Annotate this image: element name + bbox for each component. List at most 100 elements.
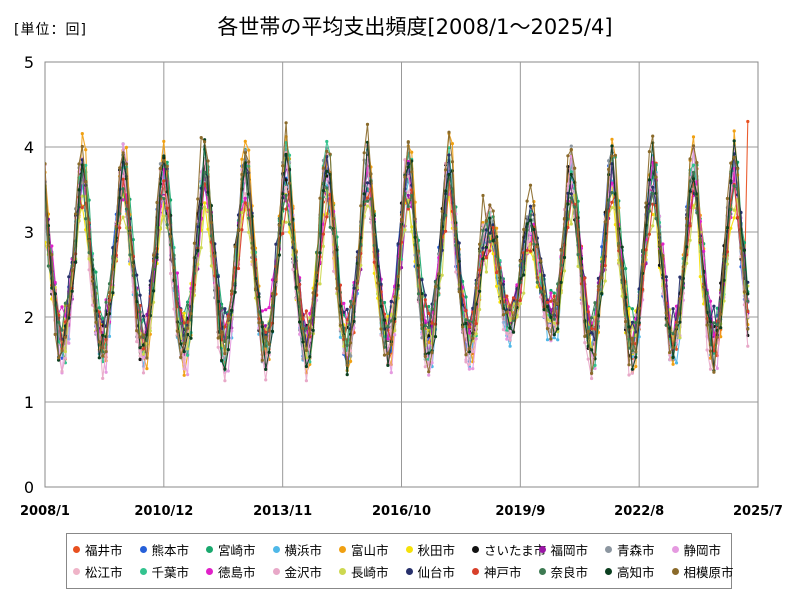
data-point xyxy=(447,130,451,134)
data-point xyxy=(325,186,329,190)
legend-label: 熊本市 xyxy=(151,543,190,558)
data-point xyxy=(131,264,135,269)
data-point xyxy=(586,329,590,334)
data-point xyxy=(332,269,336,273)
data-point xyxy=(430,307,434,311)
data-point xyxy=(511,296,516,300)
y-tick-label: 0 xyxy=(24,478,34,497)
data-point xyxy=(328,152,332,156)
data-point xyxy=(60,369,64,373)
data-point xyxy=(444,229,448,233)
data-point xyxy=(182,321,186,325)
data-point xyxy=(172,307,176,311)
data-point xyxy=(216,275,220,279)
data-point xyxy=(349,341,353,345)
data-point xyxy=(624,295,628,300)
data-point xyxy=(440,209,444,214)
data-point xyxy=(169,271,173,276)
data-point xyxy=(284,121,288,125)
legend-item: 富山市 xyxy=(339,540,389,559)
data-point xyxy=(138,357,142,362)
data-point xyxy=(695,161,699,165)
y-tick-label: 4 xyxy=(24,138,34,157)
data-point xyxy=(131,238,135,242)
data-point xyxy=(607,198,611,202)
legend-item: 宮崎市 xyxy=(206,540,256,559)
data-point xyxy=(532,227,536,232)
data-point xyxy=(240,172,244,177)
series-line-20 xyxy=(45,122,749,374)
data-point xyxy=(654,175,658,179)
data-point xyxy=(501,313,505,317)
data-point xyxy=(155,200,159,205)
data-point xyxy=(220,330,224,334)
data-point xyxy=(80,194,84,198)
data-point xyxy=(566,154,570,158)
data-point xyxy=(148,303,152,307)
data-point xyxy=(654,217,658,221)
data-point xyxy=(478,307,482,312)
data-point xyxy=(732,216,736,220)
data-point xyxy=(362,151,366,155)
y-tick-label: 5 xyxy=(24,53,34,72)
data-point xyxy=(579,266,584,270)
data-point xyxy=(162,214,166,218)
data-point xyxy=(141,333,146,337)
data-point xyxy=(545,338,550,342)
data-point xyxy=(528,204,533,208)
data-point xyxy=(396,242,400,246)
data-point xyxy=(542,273,546,278)
data-point xyxy=(569,196,573,200)
data-point xyxy=(573,166,577,170)
data-point xyxy=(101,354,105,358)
data-point xyxy=(481,193,485,198)
data-point xyxy=(74,212,78,216)
data-point xyxy=(287,222,292,226)
data-point xyxy=(746,344,750,348)
data-point xyxy=(359,204,363,208)
data-point xyxy=(111,291,115,295)
data-point xyxy=(243,148,247,152)
data-point xyxy=(569,147,573,152)
legend-label: 青森市 xyxy=(617,543,655,558)
data-point xyxy=(688,238,692,242)
data-point xyxy=(369,220,373,224)
data-point xyxy=(607,159,611,163)
data-point xyxy=(427,373,431,377)
data-point xyxy=(549,337,553,341)
x-tick-label: 2022/8 xyxy=(614,504,664,519)
data-point xyxy=(736,215,740,220)
data-point xyxy=(423,293,427,297)
data-point xyxy=(97,356,101,360)
data-point xyxy=(304,379,308,383)
data-point xyxy=(586,357,590,361)
data-point xyxy=(304,326,308,330)
legend-label: 金沢市 xyxy=(284,565,323,580)
data-point xyxy=(270,278,275,282)
data-point xyxy=(671,355,675,359)
data-point xyxy=(624,267,628,271)
data-point xyxy=(165,206,169,210)
data-point xyxy=(603,264,607,268)
data-point xyxy=(141,356,146,360)
data-point xyxy=(406,165,410,169)
data-point xyxy=(321,244,325,248)
legend-swatch xyxy=(472,546,479,553)
legend-label: 長崎市 xyxy=(351,565,389,580)
data-point xyxy=(135,300,139,304)
data-point xyxy=(430,321,434,325)
data-point xyxy=(281,192,285,196)
data-point xyxy=(569,192,573,196)
data-point xyxy=(46,264,51,268)
data-point xyxy=(471,336,475,340)
data-point xyxy=(664,275,668,279)
data-point xyxy=(158,162,162,166)
data-point xyxy=(746,327,750,331)
data-point xyxy=(576,199,580,203)
data-point xyxy=(216,336,220,340)
data-point xyxy=(634,364,638,369)
x-tick-label: 2019/9 xyxy=(495,504,545,519)
data-point xyxy=(627,307,631,311)
legend-item: 高知市 xyxy=(605,562,655,581)
data-point xyxy=(84,217,88,221)
